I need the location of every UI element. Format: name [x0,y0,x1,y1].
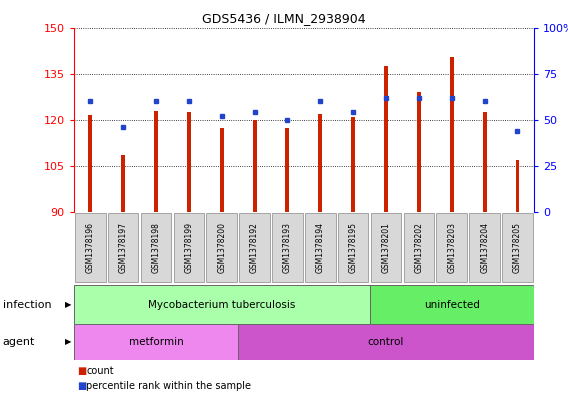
Text: GSM1378197: GSM1378197 [119,222,128,273]
Bar [253,120,257,212]
Text: ▶: ▶ [65,338,71,346]
Text: Mycobacterium tuberculosis: Mycobacterium tuberculosis [148,299,295,310]
Bar [370,285,534,324]
Text: metformin: metformin [128,337,183,347]
Text: control: control [368,337,404,347]
Text: GSM1378202: GSM1378202 [415,222,423,273]
Text: percentile rank within the sample: percentile rank within the sample [86,381,251,391]
Bar [286,128,290,212]
Bar [74,324,238,360]
Bar [238,324,534,360]
Text: GSM1378205: GSM1378205 [513,222,522,273]
Bar [483,112,487,212]
Text: infection: infection [3,299,52,310]
Bar [318,114,322,212]
Text: count: count [86,366,114,376]
Text: GSM1378199: GSM1378199 [185,222,193,273]
Bar [88,115,92,212]
Text: GSM1378195: GSM1378195 [349,222,358,273]
Text: GSM1378200: GSM1378200 [217,222,226,273]
Bar [154,111,158,212]
Text: GDS5436 / ILMN_2938904: GDS5436 / ILMN_2938904 [202,12,366,25]
Bar [187,112,191,212]
Bar [351,117,355,212]
Text: GSM1378198: GSM1378198 [152,222,161,273]
Bar [220,128,224,212]
Bar [516,160,520,212]
Text: GSM1378203: GSM1378203 [447,222,456,273]
Bar [121,155,125,212]
Text: GSM1378196: GSM1378196 [86,222,95,273]
Text: GSM1378201: GSM1378201 [382,222,391,273]
Bar [74,285,370,324]
Text: ■: ■ [77,366,86,376]
Bar [450,57,454,212]
Text: ▶: ▶ [65,300,71,309]
Text: uninfected: uninfected [424,299,480,310]
Text: GSM1378204: GSM1378204 [480,222,489,273]
Bar [384,66,388,212]
Text: GSM1378193: GSM1378193 [283,222,292,273]
Bar [417,92,421,212]
Text: agent: agent [3,337,35,347]
Text: GSM1378194: GSM1378194 [316,222,325,273]
Text: ■: ■ [77,381,86,391]
Text: GSM1378192: GSM1378192 [250,222,259,273]
